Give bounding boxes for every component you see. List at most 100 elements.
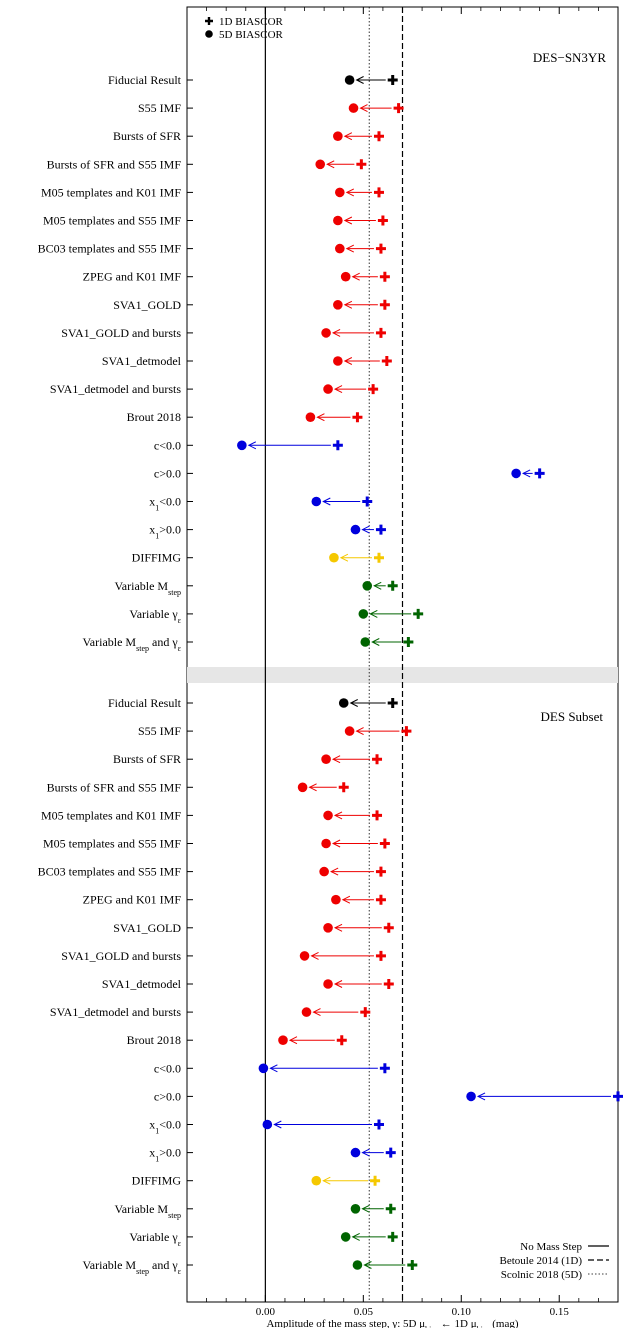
marker-1d (373, 131, 384, 142)
data-row: SVA1_GOLD (113, 298, 390, 312)
marker-1d (534, 468, 545, 479)
data-row: c<0.0 (154, 1061, 390, 1075)
marker-5d (360, 637, 371, 647)
shift-arrow-head (330, 867, 339, 876)
data-row: Bursts of SFR and S55 IMF (47, 780, 349, 794)
data-row: M05 templates and S55 IMF (43, 214, 388, 228)
row-label: Variable Mstep (114, 579, 181, 597)
data-row: Variable Mstep (114, 579, 398, 597)
marker-5d (350, 524, 361, 535)
row-label: c>0.0 (154, 466, 181, 480)
data-row: Bursts of SFR and S55 IMF (47, 157, 367, 171)
marker-1d (352, 412, 363, 423)
marker-5d (352, 1260, 363, 1270)
data-row: Fiducial Result (108, 696, 398, 710)
data-row: SVA1_GOLD and bursts (61, 949, 386, 963)
shift-arrow-head (343, 300, 353, 309)
x-tick-label: 0.15 (550, 1306, 570, 1318)
marker-1d (387, 75, 398, 85)
data-row: S55 IMF (138, 101, 404, 115)
marker-1d (375, 327, 386, 338)
marker-5d (319, 866, 329, 877)
marker-1d (356, 159, 367, 170)
marker-1d (375, 950, 386, 961)
marker-5d (297, 782, 308, 793)
data-row: BC03 templates and S55 IMF (38, 242, 386, 256)
data-row: c>0.0 (154, 1089, 623, 1103)
legend-marker-label: 1D BIASCOR (219, 16, 284, 28)
marker-5d (362, 581, 373, 591)
shift-arrow-head (333, 923, 343, 932)
row-label: Brout 2018 (127, 1033, 181, 1047)
marker-5d (278, 1035, 288, 1045)
row-label: BC03 templates and S55 IMF (38, 865, 182, 879)
row-label: DIFFIMG (132, 1174, 182, 1188)
legend-dot-icon (205, 30, 213, 38)
marker-5d (311, 496, 322, 507)
row-label: SVA1_GOLD (113, 298, 181, 312)
row-label: SVA1_GOLD and bursts (61, 949, 181, 963)
data-row: Bursts of SFR (113, 129, 384, 143)
marker-1d (373, 1119, 384, 1130)
shift-arrow-head (369, 609, 378, 618)
row-label: SVA1_GOLD (113, 921, 181, 935)
data-row: x1>0.0 (149, 523, 386, 541)
data-row: SVA1_detmodel and bursts (50, 1005, 371, 1019)
shift-arrow-head (349, 699, 358, 707)
row-label: x1>0.0 (149, 523, 181, 541)
shift-arrow-head (308, 783, 317, 792)
marker-5d (350, 1204, 361, 1214)
data-row: SVA1_detmodel (102, 977, 394, 991)
shift-arrow-head (355, 76, 364, 84)
marker-5d (321, 328, 331, 338)
marker-1d (387, 1231, 398, 1242)
legend-marker-label: 5D BIASCOR (219, 29, 284, 41)
legend-line-label: Betoule 2014 (1D) (500, 1255, 583, 1267)
marker-1d (373, 552, 384, 563)
marker-5d (323, 923, 333, 933)
data-row: x1<0.0 (149, 495, 373, 512)
shift-arrow-head (322, 497, 331, 506)
data-row: SVA1_detmodel and bursts (50, 382, 379, 396)
shift-arrow-head (288, 1036, 298, 1045)
row-label: Variable γε (129, 607, 181, 625)
marker-5d (340, 1232, 351, 1242)
data-row: Variable γε (129, 607, 424, 625)
shift-arrow-head (322, 1176, 331, 1185)
shift-arrow-head (351, 1232, 360, 1241)
marker-5d (338, 698, 349, 708)
marker-1d (372, 810, 383, 821)
data-row: Variable γε (129, 1230, 398, 1247)
shift-arrow-head (316, 413, 325, 422)
marker-1d (383, 922, 394, 933)
shift-arrow-head (359, 104, 368, 113)
marker-5d (237, 440, 247, 451)
shift-arrow-head (361, 1204, 370, 1213)
marker-5d (331, 894, 341, 905)
shift-arrow-head (361, 1148, 370, 1157)
marker-5d (323, 979, 333, 989)
shift-arrow-head (351, 272, 360, 281)
marker-1d (393, 103, 404, 114)
marker-5d (344, 726, 355, 736)
data-row: BC03 templates and S55 IMF (38, 865, 386, 879)
row-label: ZPEG and K01 IMF (83, 270, 182, 284)
marker-1d (372, 754, 383, 765)
row-label: S55 IMF (138, 101, 181, 115)
marker-1d (375, 866, 386, 877)
shift-arrow-head (361, 525, 370, 534)
shift-arrow-head (522, 469, 531, 478)
reference-lines (264, 7, 404, 1302)
row-label: Bursts of SFR (113, 129, 181, 143)
data-row: DIFFIMG (132, 1174, 381, 1188)
data-row: Variable Mstep and γε (82, 635, 414, 653)
marker-1d (407, 1260, 418, 1270)
row-label: Variable Mstep and γε (82, 1258, 181, 1276)
shift-arrow-head (355, 727, 364, 736)
marker-1d (377, 215, 388, 226)
shift-arrow-head (331, 328, 341, 337)
row-label: Variable Mstep (114, 1202, 181, 1220)
marker-5d (335, 187, 345, 198)
row-label: SVA1_detmodel and bursts (50, 382, 181, 396)
